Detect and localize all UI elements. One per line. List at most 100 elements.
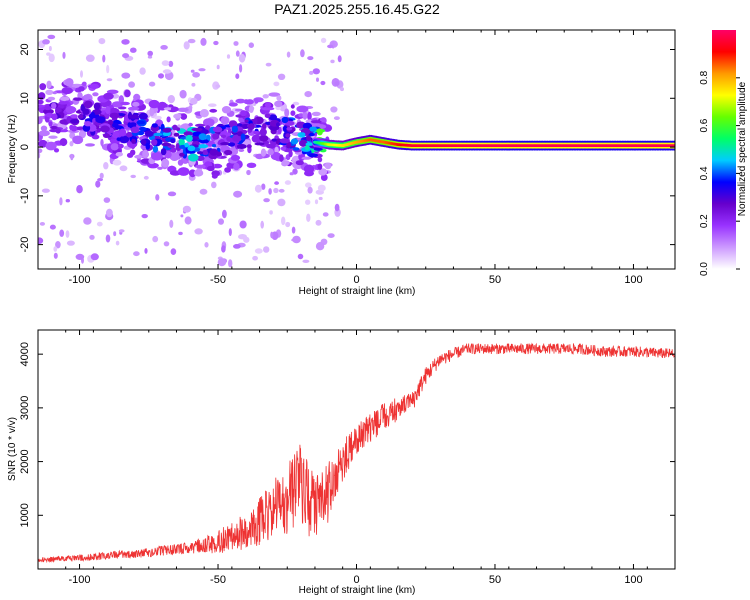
- spectrogram-blob: [169, 219, 174, 228]
- spectrogram-blob: [307, 56, 314, 61]
- spectrogram-blob: [281, 160, 290, 166]
- spectrogram-blob: [72, 135, 84, 145]
- spectrogram-blob: [155, 194, 160, 201]
- spectrogram-blob: [162, 131, 171, 137]
- spectrogram-blob: [286, 141, 292, 149]
- spectrogram-blob: [304, 144, 310, 151]
- spectrogram-blob: [196, 151, 204, 155]
- spectrogram-blob: [310, 120, 322, 124]
- spectrogram-blob: [38, 116, 43, 125]
- colorbar-tick-label: 0.0: [699, 262, 710, 276]
- spectrogram-blob: [128, 81, 136, 88]
- y-tick-label: 0: [19, 144, 31, 150]
- spectrogram-blob: [209, 148, 219, 156]
- spectrogram-blob: [113, 231, 117, 237]
- spectrogram-blob: [76, 185, 83, 194]
- spectrogram-blob: [300, 49, 305, 58]
- spectrogram-blob: [286, 51, 291, 58]
- spectrogram-blob: [262, 94, 269, 99]
- spectrogram-blob: [136, 120, 146, 125]
- spectrogram-blob: [267, 148, 274, 156]
- spectrogram-blob: [269, 210, 273, 215]
- spectrogram-blob: [103, 197, 111, 203]
- spectrogram-blob: [152, 235, 159, 243]
- spectrogram-blob: [292, 147, 300, 151]
- spectrogram-blob: [102, 54, 106, 63]
- spectrogram-blob: [263, 198, 270, 203]
- spectrogram-blob: [200, 129, 209, 135]
- spectrogram-blob: [87, 124, 97, 132]
- spectrogram-blob: [305, 199, 311, 205]
- y-tick-label: 3000: [19, 396, 31, 420]
- spectrogram-blob: [235, 73, 240, 79]
- spectrogram-blob: [153, 132, 163, 137]
- spectrogram-blob: [92, 92, 99, 97]
- spectrogram-blob: [106, 208, 113, 218]
- spectrogram-blob: [184, 142, 189, 148]
- spectrogram-blob: [75, 253, 85, 260]
- spectrogram-blob: [265, 107, 275, 111]
- spectrogram-blob: [288, 150, 293, 158]
- spectrogram-blob: [233, 190, 243, 198]
- spectrogram-blob: [130, 126, 140, 134]
- spectrogram-blob: [198, 68, 206, 72]
- spectrogram-blob: [70, 153, 74, 161]
- snr-xlabel: Height of straight line (km): [299, 585, 416, 596]
- spectrogram-blob: [228, 142, 236, 147]
- spectrogram-blob: [55, 107, 62, 114]
- spectrogram-blob: [45, 141, 57, 151]
- spectrogram-blob: [185, 134, 193, 142]
- spectrogram-blob: [129, 122, 137, 127]
- spectrogram-blob: [199, 139, 210, 144]
- spectrogram-blob: [161, 158, 170, 168]
- spectrogram-blob: [126, 152, 134, 158]
- spectrogram-blob: [133, 251, 140, 257]
- spectrogram-blob: [55, 128, 61, 134]
- spectrogram-blob: [151, 123, 158, 128]
- spectrogram-blob: [235, 50, 240, 57]
- spectrogram-blob: [38, 237, 44, 244]
- spectrogram-blob: [38, 104, 45, 108]
- spectrogram-blob: [260, 148, 267, 157]
- spectrogram-blob: [59, 229, 65, 237]
- spectrogram-blob: [676, 144, 680, 147]
- spectrogram-blob: [58, 101, 69, 105]
- spectrogram-blob: [334, 81, 340, 86]
- spectrogram-blob: [316, 128, 323, 136]
- spectrogram-blob: [78, 86, 85, 92]
- spectrogram-blob: [226, 54, 231, 59]
- spectrogram-blob: [233, 41, 239, 46]
- x-tick-label: 100: [624, 574, 642, 586]
- spectrogram-blob: [89, 234, 95, 240]
- spectrogram-blob: [162, 69, 172, 74]
- spectrogram-blob: [307, 111, 312, 121]
- spectrogram-blob: [91, 134, 100, 140]
- spectrogram-blob: [337, 55, 342, 63]
- spectrogram-blob: [278, 188, 285, 193]
- snr-series-line: [38, 342, 675, 564]
- spectrogram-blob: [191, 82, 196, 87]
- spectrogram-blob: [121, 72, 131, 79]
- spectrogram-blob: [299, 139, 308, 147]
- spectrogram-blob: [322, 212, 329, 217]
- spectrogram-blob: [142, 149, 149, 159]
- spectrogram-blob: [154, 115, 162, 120]
- spectrogram-blob: [98, 38, 106, 45]
- spectrogram-blob: [184, 216, 192, 225]
- spectrogram-blob: [192, 72, 201, 78]
- x-tick-label: -100: [68, 274, 90, 286]
- spectrogram-blob: [313, 147, 323, 151]
- spectrogram-blob: [285, 133, 291, 138]
- spectrogram-blob: [228, 259, 233, 268]
- spectrogram-blob: [217, 258, 227, 267]
- spectrogram-blob: [273, 81, 280, 87]
- spectrogram-blob: [65, 106, 77, 114]
- spectrogram-blob: [254, 248, 263, 254]
- spectrogram-blob: [103, 133, 110, 138]
- spectrogram-blob: [55, 241, 61, 249]
- spectrogram-blob: [254, 142, 265, 146]
- spectrogram-blob: [42, 108, 54, 115]
- spectrogram-blob: [166, 116, 171, 123]
- spectrogram-ylabel: Frequency (Hz): [7, 115, 18, 184]
